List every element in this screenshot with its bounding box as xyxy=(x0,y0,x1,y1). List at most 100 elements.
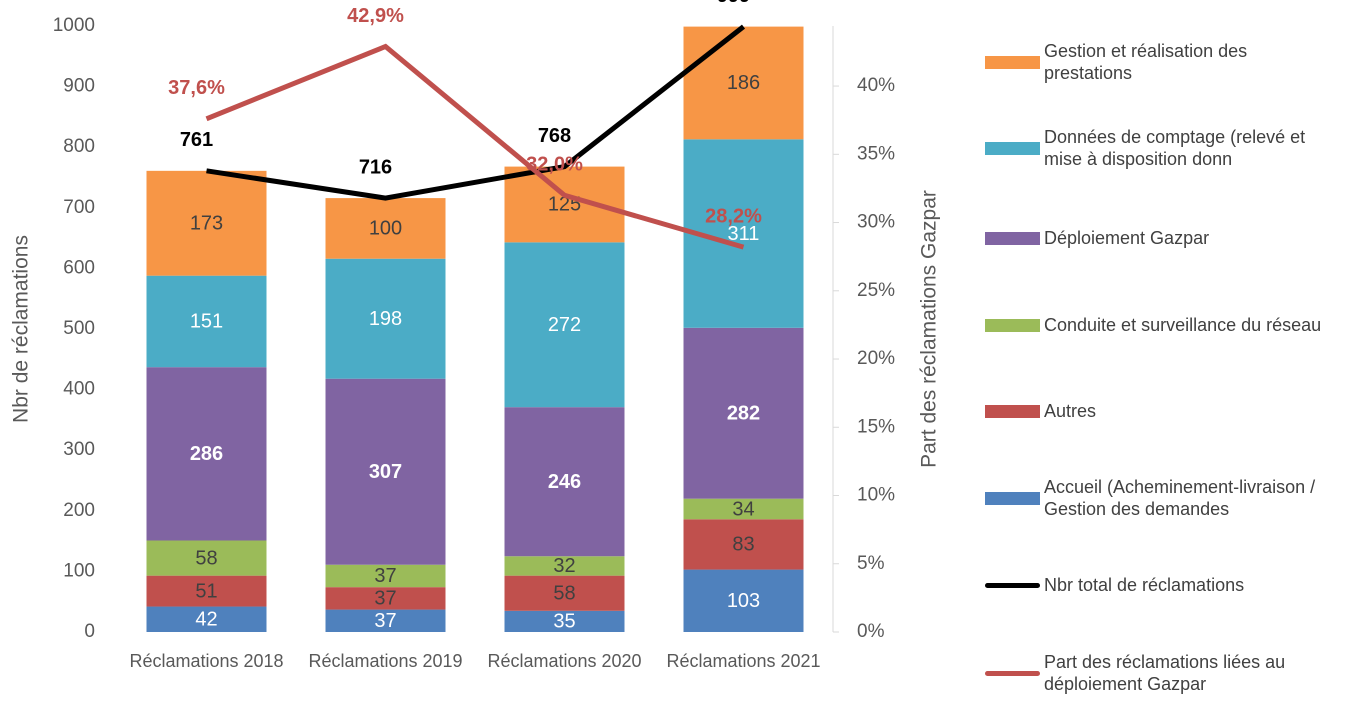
bar-segment xyxy=(683,26,804,140)
bar-segment xyxy=(683,569,804,632)
bar-segment xyxy=(146,170,267,276)
legend-item: Déploiement Gazpar xyxy=(985,216,1334,260)
legend-swatch xyxy=(985,55,1040,69)
legend-swatch xyxy=(985,491,1040,505)
bar-value-label: 83 xyxy=(732,534,754,556)
bar-value-label: 282 xyxy=(727,403,760,425)
bar-value-label: 311 xyxy=(728,223,760,245)
y-tick-label: 400 xyxy=(63,379,95,400)
bar-segment xyxy=(146,367,267,541)
bar-segment xyxy=(146,575,267,607)
x-tick-label: Réclamations 2020 xyxy=(487,651,641,671)
legend-item: Gestion et réalisation des prestations xyxy=(985,40,1334,84)
x-tick-label: Réclamations 2018 xyxy=(129,651,283,671)
bar-value-label: 100 xyxy=(369,218,402,240)
bar-segment xyxy=(325,609,446,632)
bar-value-label: 51 xyxy=(195,580,217,602)
bar-value-label: 286 xyxy=(190,443,223,465)
legend-item: Conduite et surveillance du réseau xyxy=(985,303,1334,347)
legend-label: Conduite et surveillance du réseau xyxy=(1044,315,1322,335)
bar-segment xyxy=(325,564,446,588)
bar-segment xyxy=(504,556,625,576)
bar-value-label: 42 xyxy=(195,609,217,631)
legend-label: Données de comptage (relevé et mise à di… xyxy=(1044,127,1306,169)
legend-item: Part des réclamations liées au déploieme… xyxy=(985,651,1334,695)
bar-value-label: 103 xyxy=(727,590,760,612)
legend-label: Part des réclamations liées au déploieme… xyxy=(1044,652,1286,694)
legend-swatch xyxy=(985,231,1040,245)
bar-value-label: 272 xyxy=(548,314,581,336)
bar-value-label: 198 xyxy=(369,308,402,330)
y-tick-label: 100 xyxy=(63,560,95,581)
legend-swatch xyxy=(985,582,1040,588)
y-tick-label: 600 xyxy=(63,257,95,278)
legend-label: Nbr total de réclamations xyxy=(1044,575,1245,595)
bar-segment xyxy=(504,242,625,408)
legend-label: Autres xyxy=(1044,401,1097,421)
x-tick-label: Réclamations 2021 xyxy=(666,651,820,671)
line-value-label: 37,6% xyxy=(168,77,225,99)
y2-tick-label: 25% xyxy=(857,280,895,301)
bar-segment xyxy=(683,327,804,499)
legend-item: Accueil (Acheminement-livraison / Gestio… xyxy=(985,476,1334,520)
bar-value-label: 37 xyxy=(374,588,396,610)
bar-segment xyxy=(504,610,625,632)
y2-tick-label: 10% xyxy=(857,485,895,506)
line-value-label: 768 xyxy=(538,125,571,147)
legend-item: Nbr total de réclamations xyxy=(985,563,1334,607)
y2-tick-label: 0% xyxy=(857,621,885,642)
y2-tick-label: 35% xyxy=(857,143,895,164)
y-tick-label: 1000 xyxy=(53,15,95,36)
y2-axis-label: Part des réclamations Gazpar xyxy=(918,190,941,468)
y-tick-label: 500 xyxy=(63,318,95,339)
line-value-label: 32,0% xyxy=(526,154,583,176)
line-value-label: 761 xyxy=(180,129,213,151)
bar-value-label: 186 xyxy=(727,72,760,94)
bar-segment xyxy=(146,540,267,576)
y-tick-label: 900 xyxy=(63,76,95,97)
legend-label: Gestion et réalisation des prestations xyxy=(1044,41,1248,83)
legend-swatch xyxy=(985,318,1040,332)
bar-segment xyxy=(146,606,267,632)
line-value-label: 999 xyxy=(717,0,750,7)
bar-value-label: 58 xyxy=(553,582,575,604)
bar-segment xyxy=(325,198,446,259)
line-series xyxy=(205,43,745,250)
y2-tick-label: 15% xyxy=(857,416,895,437)
bar-segment xyxy=(146,275,267,368)
bar-segment xyxy=(325,378,446,565)
bar-value-label: 151 xyxy=(190,311,223,333)
bar-segment xyxy=(504,575,625,611)
y-tick-label: 0 xyxy=(84,621,95,642)
legend-swatch xyxy=(985,404,1040,418)
legend-item: Autres xyxy=(985,389,1334,433)
bar-segment xyxy=(325,258,446,379)
legend-item: Données de comptage (relevé et mise à di… xyxy=(985,126,1334,170)
bar-value-label: 58 xyxy=(195,547,217,569)
y2-tick-label: 5% xyxy=(857,553,885,574)
legend-swatch xyxy=(985,141,1040,155)
bar-segment xyxy=(683,498,804,520)
bar-value-label: 307 xyxy=(369,461,402,483)
bar-segment xyxy=(504,407,625,557)
x-tick-label: Réclamations 2019 xyxy=(308,651,462,671)
legend-label: Déploiement Gazpar xyxy=(1044,228,1210,248)
bar-value-label: 37 xyxy=(374,565,396,587)
y2-tick-label: 40% xyxy=(857,75,895,96)
bar-value-label: 34 xyxy=(732,498,754,520)
bar-value-label: 37 xyxy=(374,610,396,632)
y-axis-label: Nbr de réclamations xyxy=(10,235,33,423)
bar-value-label: 32 xyxy=(553,555,575,577)
legend-swatch xyxy=(985,670,1040,676)
line-series xyxy=(206,24,746,201)
bar-value-label: 35 xyxy=(553,611,575,633)
bar-segment xyxy=(325,587,446,610)
line-value-label: 42,9% xyxy=(347,5,404,27)
y2-tick-label: 20% xyxy=(857,348,895,369)
bar-value-label: 173 xyxy=(190,213,223,235)
bar-value-label: 246 xyxy=(548,471,581,493)
y2-tick-label: 30% xyxy=(857,212,895,233)
legend-label: Accueil (Acheminement-livraison / Gestio… xyxy=(1044,477,1316,519)
